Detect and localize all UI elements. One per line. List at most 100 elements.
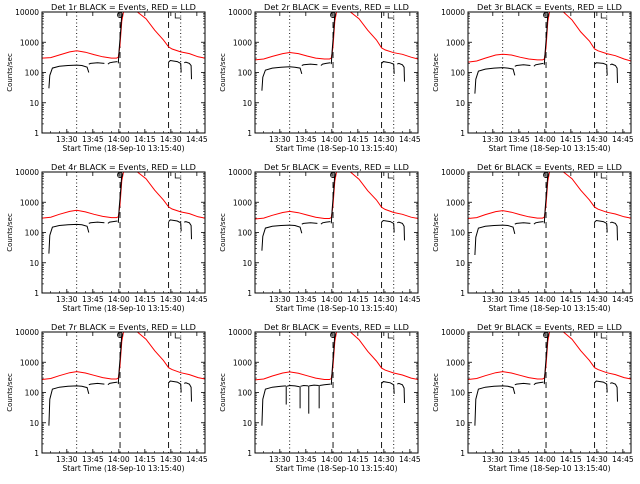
events-series-line: [610, 63, 618, 84]
events-series-line: [397, 382, 405, 404]
y-axis-label: Counts/sec: [432, 53, 440, 92]
x-tick-label: 13:30: [269, 295, 291, 304]
x-tick-label: 14:45: [186, 455, 208, 464]
events-series-line: [330, 333, 336, 385]
x-tick-label: 14:30: [586, 295, 608, 304]
panel-title: Det 5r BLACK = Events, RED = LLD: [264, 162, 409, 172]
events-series-line: [594, 380, 608, 393]
events-series-line: [381, 219, 395, 233]
x-tick-label: 14:45: [399, 455, 421, 464]
events-series-line: [88, 62, 105, 65]
y-tick-label: 10000: [228, 8, 252, 17]
y-tick-label: 1000: [233, 38, 252, 47]
state-marker-bracket: [174, 13, 182, 19]
x-tick-label: 14:30: [373, 295, 395, 304]
y-tick-label: 100: [238, 229, 253, 238]
x-tick-label: 14:15: [347, 455, 369, 464]
y-tick-label: 1000: [233, 358, 252, 367]
events-series-line: [261, 385, 286, 426]
x-tick-label: 14:30: [586, 135, 608, 144]
x-axis-label: Start Time (18-Sep-10 13:15:40): [63, 144, 185, 153]
events-series-line: [320, 221, 331, 225]
panel-frame: [467, 331, 632, 454]
events-series-line: [474, 224, 516, 256]
y-axis-label: Counts/sec: [432, 373, 440, 412]
events-series-line: [184, 382, 192, 402]
x-tick-label: 14:30: [373, 455, 395, 464]
x-tick-label: 13:45: [508, 295, 530, 304]
y-tick-label: 100: [451, 69, 466, 78]
lld-series-line: [468, 172, 631, 219]
x-tick-label: 13:45: [508, 455, 530, 464]
panel-frame: [254, 171, 419, 294]
events-series-line: [474, 67, 516, 94]
events-series-line: [533, 62, 544, 67]
y-tick-label: 10: [29, 419, 39, 428]
y-tick-label: 1000: [233, 198, 252, 207]
y-tick-label: 1: [460, 449, 465, 458]
x-tick-label: 13:30: [56, 455, 78, 464]
y-tick-label: 100: [451, 229, 466, 238]
panel-frame: [41, 11, 206, 134]
events-series-line: [261, 224, 303, 251]
x-tick-label: 14:45: [186, 135, 208, 144]
y-tick-label: 100: [25, 69, 40, 78]
y-axis-label: Counts/sec: [6, 373, 14, 412]
x-tick-label: 13:45: [82, 455, 104, 464]
events-series-line: [117, 173, 123, 223]
events-series-line: [48, 223, 90, 254]
x-tick-label: 13:45: [295, 295, 317, 304]
x-axis-label: Start Time (18-Sep-10 13:15:40): [63, 304, 185, 313]
events-series-line: [320, 62, 331, 66]
x-tick-label: 14:15: [134, 295, 156, 304]
panel-title: Det 8r BLACK = Events, RED = LLD: [264, 322, 409, 332]
state-marker-bracket: [174, 173, 182, 179]
y-tick-label: 100: [25, 389, 40, 398]
events-series-line: [301, 222, 318, 225]
events-series-line: [514, 64, 531, 67]
y-tick-label: 1: [34, 449, 39, 458]
x-tick-label: 14:00: [321, 455, 343, 464]
x-tick-label: 14:45: [399, 295, 421, 304]
x-tick-label: 13:30: [269, 135, 291, 144]
x-tick-label: 13:30: [56, 135, 78, 144]
events-series-line: [610, 382, 618, 402]
state-marker-bracket: [387, 333, 395, 339]
x-tick-label: 14:00: [534, 455, 556, 464]
x-tick-label: 14:30: [160, 295, 182, 304]
events-series-line: [514, 382, 531, 386]
y-axis-label: Counts/sec: [219, 213, 227, 252]
x-tick-label: 14:15: [347, 295, 369, 304]
panel-title: Det 2r BLACK = Events, RED = LLD: [264, 2, 409, 12]
x-tick-label: 13:45: [82, 135, 104, 144]
events-series-line: [107, 381, 118, 386]
events-series-line: [300, 384, 309, 387]
y-tick-label: 1: [247, 289, 252, 298]
panel-frame: [41, 331, 206, 454]
x-tick-label: 14:00: [108, 135, 130, 144]
panel-9: Det 9r BLACK = Events, RED = LLD 1 10 100 10…: [432, 322, 634, 473]
events-series-line: [381, 381, 395, 394]
y-tick-label: 1: [460, 129, 465, 138]
panel-frame: [467, 171, 632, 294]
y-tick-label: 10000: [441, 328, 465, 337]
x-axis-label: Start Time (18-Sep-10 13:15:40): [276, 304, 398, 313]
events-series-line: [117, 333, 123, 385]
y-tick-label: 1: [34, 289, 39, 298]
state-marker-bracket: [600, 13, 608, 19]
panel-3: Det 3r BLACK = Events, RED = LLD 1 10 100 10…: [432, 2, 634, 153]
events-series-line: [594, 62, 608, 76]
y-tick-label: 10: [455, 99, 465, 108]
events-series-line: [533, 381, 544, 386]
y-tick-label: 100: [25, 229, 40, 238]
y-tick-label: 10000: [228, 328, 252, 337]
y-tick-label: 10: [242, 99, 252, 108]
y-axis-label: Counts/sec: [432, 213, 440, 252]
panel-8: Det 8r BLACK = Events, RED = LLD 1 10 100 10…: [219, 322, 421, 473]
x-tick-label: 14:15: [560, 135, 582, 144]
panel-6: Det 6r BLACK = Events, RED = LLD 1 10 100 10…: [432, 162, 634, 313]
x-tick-label: 14:15: [560, 455, 582, 464]
panel-frame: [467, 11, 632, 134]
x-tick-label: 14:30: [160, 455, 182, 464]
y-tick-label: 10000: [228, 168, 252, 177]
